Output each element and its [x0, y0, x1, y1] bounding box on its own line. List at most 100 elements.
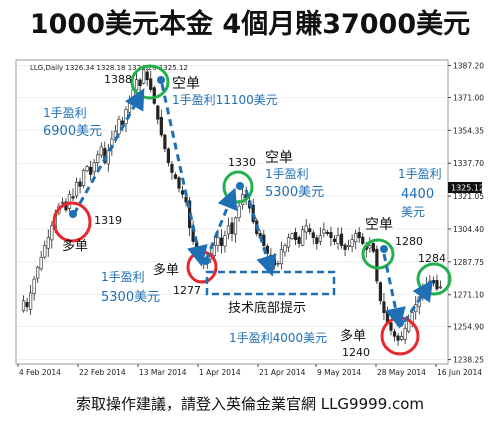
trade3-profit-line2: 5300美元 [101, 290, 160, 305]
candle-body [177, 177, 181, 189]
candle-body [357, 231, 361, 238]
y-tick-label: 1371.00 [453, 94, 484, 103]
candle-body [325, 231, 330, 235]
candle-body [339, 233, 344, 246]
trade6-profit-line3: 美元 [401, 205, 425, 219]
candle-body [106, 150, 110, 165]
y-tick-label: 1387.20 [453, 62, 484, 71]
candle-body [283, 245, 287, 253]
y-tick-label: 1321.05 [453, 192, 484, 201]
candle-body [85, 166, 89, 172]
candle-body [301, 229, 305, 246]
trade4-profit-line1: 1手盈利 [265, 167, 309, 181]
candle-body [350, 239, 354, 247]
trade1-profit-line2: 6900美元 [43, 124, 102, 139]
candle-body [272, 258, 277, 266]
candle-body [293, 231, 298, 240]
y-axis: 1238.25 1254.90 1271.10 1287.75 1304.40 1321.… [448, 62, 484, 365]
x-tick-label: 21 Apr 2014 [259, 368, 306, 377]
candle-body [438, 286, 443, 289]
candle-body [297, 236, 301, 244]
arrow-trade1 [72, 88, 145, 215]
candle-body [138, 79, 142, 86]
candle-body [170, 163, 174, 173]
arrow-trade4 [244, 189, 277, 277]
candle-body [71, 196, 75, 199]
candle-body [36, 266, 40, 279]
y-tick-label: 1287.75 [453, 258, 484, 267]
candle-body [304, 225, 308, 233]
x-tick-label: 28 May 2014 [377, 368, 426, 377]
candle-body [382, 301, 386, 313]
candle-body [269, 254, 273, 262]
candle-body [396, 335, 400, 341]
y-tick-label: 1304.40 [453, 225, 484, 234]
high2-label: 空单 [265, 150, 293, 166]
candle-body [354, 233, 358, 243]
candle-body [308, 228, 312, 233]
candle-body [329, 232, 333, 238]
green-circle-high4 [416, 262, 452, 296]
candle-body [117, 118, 121, 135]
low2-label: 多单 [153, 262, 179, 278]
candle-body [368, 245, 372, 249]
high3-value: 1280 [395, 235, 423, 248]
candle-body [219, 237, 224, 246]
dot-entry5 [380, 245, 388, 253]
candle-body [346, 245, 351, 248]
dot-entry6 [396, 319, 404, 327]
current-price-badge [448, 182, 482, 193]
candle-body [343, 244, 347, 250]
candle-body [286, 237, 291, 248]
candle-body [89, 166, 93, 175]
candle-body [233, 217, 238, 235]
candle-body [142, 69, 146, 84]
candle-body [173, 174, 178, 179]
candle-body [74, 182, 79, 197]
candle-body [318, 235, 322, 242]
green-circle-high3 [361, 238, 395, 270]
y-tick-label: 1337.70 [453, 159, 484, 168]
candle-body [230, 222, 234, 235]
candle-body [226, 225, 231, 235]
trade5-profit: 1手盈利4000美元 [229, 331, 327, 345]
dot-entry3 [202, 257, 210, 265]
candle-body [389, 322, 393, 331]
x-tick-label: 1 Apr 2014 [199, 368, 241, 377]
candle-body [435, 280, 439, 290]
candle-body [28, 292, 33, 310]
candle-body [403, 328, 407, 340]
candle-body [315, 237, 319, 244]
candle-body [60, 201, 64, 204]
trade6-profit-line1: 1手盈利 [398, 167, 442, 181]
candle-body [159, 116, 163, 136]
candle-body [166, 148, 171, 163]
candle-body [135, 79, 139, 91]
page-title: 1000美元本金 4個月賺37000美元 [29, 9, 471, 40]
support-label: 技术底部提示 [228, 300, 306, 316]
high1-value: 1388 [104, 73, 132, 86]
candle-body [332, 238, 337, 242]
x-tick-label: 4 Feb 2014 [19, 368, 61, 377]
candle-body [378, 282, 383, 302]
low1-label: 多单 [62, 238, 88, 254]
candle-body [399, 336, 404, 340]
current-price-label: 1325.12 [451, 184, 484, 193]
trade6-profit-line2: 4400 [401, 187, 434, 202]
green-circle-high1 [130, 64, 170, 100]
high4-value: 1284 [418, 252, 446, 265]
support-box [205, 270, 336, 296]
low2-value: 1277 [173, 284, 201, 297]
candle-body [67, 193, 72, 209]
y-tick-label: 1238.25 [453, 356, 484, 365]
candle-body [431, 280, 436, 284]
green-circle-high2 [222, 170, 254, 204]
candle-body [152, 87, 156, 104]
y-tick-label: 1271.10 [453, 291, 484, 300]
chart-header: LLG,Daily 1326.34 1328.18 1324.20 1325.1… [30, 64, 188, 72]
candle-body [375, 248, 379, 282]
candle-body [180, 190, 185, 195]
trade2-profit: 1手盈利11100美元 [172, 93, 278, 107]
candle-body [392, 331, 397, 337]
